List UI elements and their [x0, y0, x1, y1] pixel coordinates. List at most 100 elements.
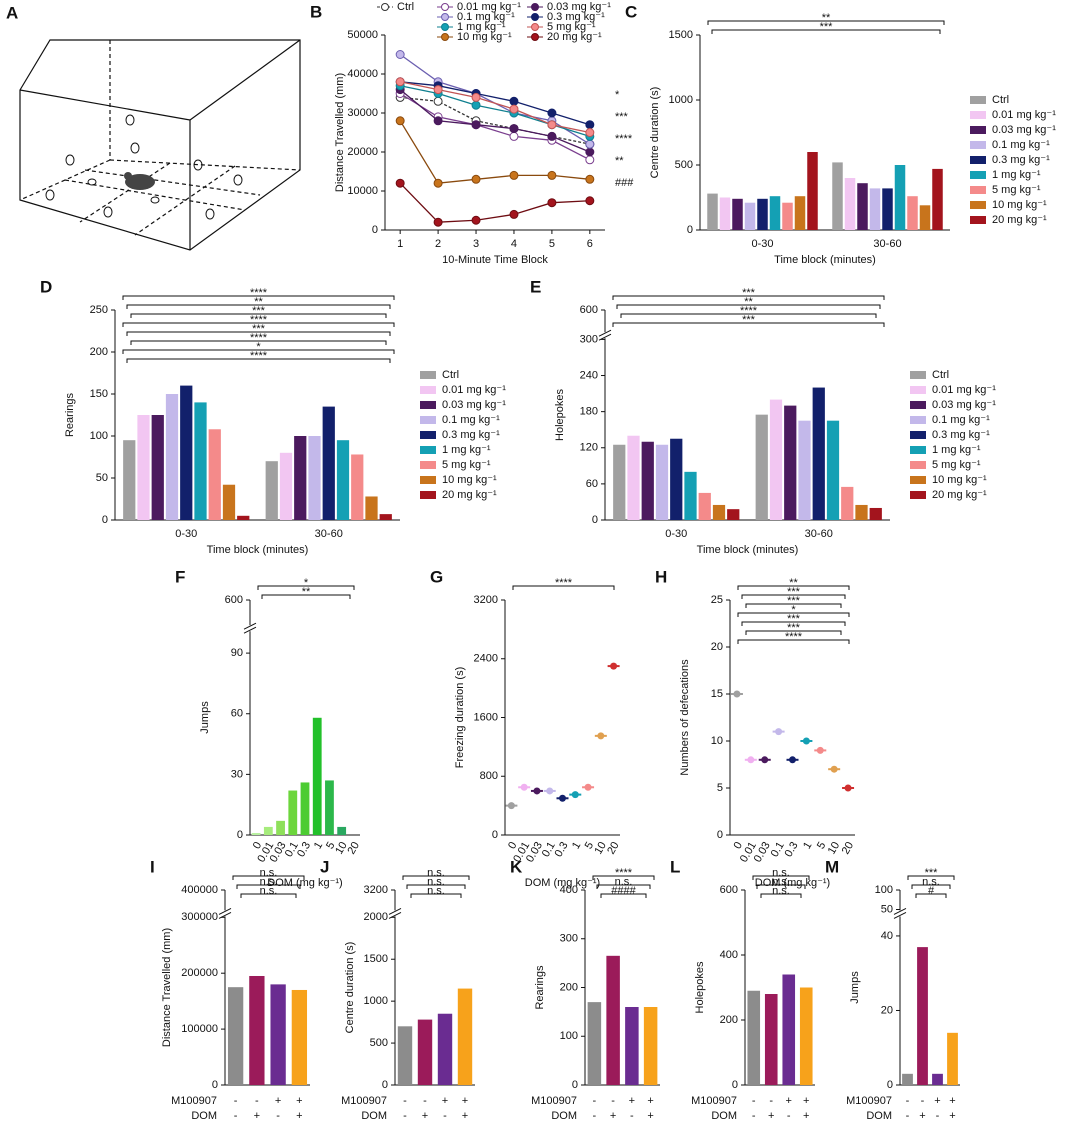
- row-value: +: [647, 1095, 653, 1107]
- legend-label: 0.01 mg kg⁻¹: [442, 384, 506, 396]
- row-value: +: [296, 1095, 302, 1107]
- significance-bracket: [737, 585, 850, 590]
- marker: [471, 100, 481, 110]
- marker: [433, 85, 443, 95]
- legend-label: 20 mg kg⁻¹: [547, 31, 602, 43]
- bar: [907, 196, 918, 230]
- bar: [180, 385, 193, 520]
- legend-label: 20 mg kg⁻¹: [442, 489, 497, 501]
- y-tick-label: 1000: [669, 94, 693, 106]
- legend-label: 0.3 mg kg⁻¹: [932, 429, 990, 441]
- y-tick-label: 300000: [181, 911, 218, 923]
- x-tick-label: 1: [312, 840, 325, 851]
- y-tick-label: 20: [881, 1004, 893, 1016]
- row-value: +: [934, 1095, 940, 1107]
- row-value: -: [593, 1110, 597, 1122]
- x-tick-label: 0: [251, 840, 264, 851]
- significance-bracket: [130, 340, 387, 345]
- marker: [547, 131, 557, 141]
- significance-bracket: [760, 893, 802, 898]
- marker: [585, 155, 595, 165]
- annotation: *: [791, 604, 796, 616]
- axis-break: [244, 625, 256, 632]
- marker: [547, 170, 557, 180]
- legend-label: 10 mg kg⁻¹: [992, 199, 1047, 211]
- legend-swatch: [910, 461, 926, 469]
- row-value: -: [630, 1110, 634, 1122]
- row-value: +: [949, 1110, 955, 1122]
- legend-swatch: [420, 446, 436, 454]
- y-tick-label: 400: [720, 949, 738, 961]
- legend-swatch: [910, 431, 926, 439]
- y-tick-label: 100: [90, 430, 108, 442]
- y-axis-label: Holepokes: [554, 389, 566, 441]
- marker: [585, 139, 595, 149]
- bar: [123, 440, 136, 520]
- legend-swatch: [420, 491, 436, 499]
- row-value: -: [769, 1095, 773, 1107]
- row-value: +: [768, 1110, 774, 1122]
- legend-swatch: [910, 491, 926, 499]
- legend-swatch: [970, 186, 986, 194]
- significance-bracket: [240, 893, 297, 898]
- significance-bracket: [737, 639, 850, 644]
- bar: [613, 444, 626, 520]
- y-axis-label: Holepokes: [694, 961, 706, 1013]
- mean-dot: [597, 732, 605, 740]
- annotation: ***: [252, 305, 266, 317]
- annotation: ***: [787, 622, 801, 634]
- bar: [855, 504, 868, 520]
- bar: [832, 162, 843, 230]
- bar: [919, 205, 931, 230]
- x-tick-label: 1: [570, 840, 583, 851]
- legend-label: Ctrl: [992, 94, 1009, 106]
- significance-bracket: [620, 313, 877, 318]
- significance-bracket: [616, 304, 881, 309]
- y-tick-label: 200: [560, 981, 578, 993]
- bar: [627, 435, 640, 520]
- x-tick-label: 4: [511, 238, 517, 250]
- annotation: ****: [250, 287, 268, 299]
- y-tick-label: 200: [90, 346, 108, 358]
- marker: [471, 215, 481, 225]
- marker: [395, 178, 405, 188]
- annotation: #: [928, 885, 935, 897]
- significance-bracket: [512, 585, 615, 590]
- x-tick-label: 0.3: [553, 840, 571, 859]
- y-tick-label: 0: [382, 1079, 388, 1091]
- significance-bracket: [741, 621, 846, 626]
- legend-label: 0.3 mg kg⁻¹: [992, 154, 1050, 166]
- bar: [757, 198, 768, 230]
- significance-bracket: [612, 295, 885, 300]
- bar: [782, 202, 793, 230]
- bar: [882, 188, 893, 230]
- y-tick-label: 15: [711, 688, 723, 700]
- marker: [509, 124, 519, 134]
- x-tick-label: 3: [473, 238, 479, 250]
- legend-label: 0.01 mg kg⁻¹: [932, 384, 996, 396]
- row-label: M100907: [531, 1095, 577, 1107]
- x-tick-label: 0-30: [751, 238, 773, 250]
- legend-label: 1 mg kg⁻¹: [932, 444, 981, 456]
- bar: [917, 947, 928, 1085]
- significance-bracket: [911, 884, 951, 889]
- mean-dot: [546, 787, 554, 795]
- bar: [237, 515, 250, 520]
- x-tick-label: 5: [583, 840, 596, 851]
- y-tick-label: 100: [875, 884, 893, 896]
- legend-swatch: [910, 371, 926, 379]
- y-tick-label: 500: [675, 159, 693, 171]
- y-tick-label: 0: [592, 514, 598, 526]
- row-value: +: [647, 1110, 653, 1122]
- marker: [585, 128, 595, 137]
- y-tick-label: 20: [711, 641, 723, 653]
- bar: [798, 420, 811, 520]
- legend-swatch: [970, 111, 986, 119]
- y-tick-label: 2400: [474, 653, 498, 665]
- annotation: **: [822, 12, 831, 24]
- y-tick-label: 0: [687, 224, 693, 236]
- legend-swatch: [910, 446, 926, 454]
- annotation: ***: [820, 21, 834, 33]
- bar: [417, 1019, 433, 1085]
- row-value: +: [610, 1110, 616, 1122]
